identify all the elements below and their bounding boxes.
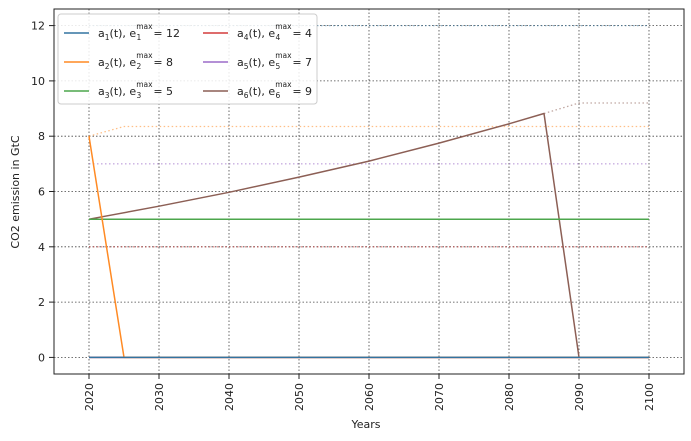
y-axis-ticks: 0 2 4 6 8 10 12 — [31, 20, 54, 364]
x-tick-label: 2080 — [503, 383, 516, 411]
legend-label-a3: a3(t), emax 3 = 5 — [98, 80, 173, 100]
y-tick-label: 10 — [31, 75, 45, 88]
x-tick-label: 2030 — [153, 383, 166, 411]
x-tick-label: 2020 — [83, 383, 96, 411]
legend: a1(t), emax 1 = 12 a2(t), emax 2 = 8 a3(t), em… — [57, 13, 318, 105]
x-tick-label: 2060 — [363, 383, 376, 411]
legend-label-a2: a2(t), emax 2 = 8 — [98, 51, 173, 71]
y-tick-label: 0 — [38, 351, 45, 364]
legend-label-a5: a5(t), emax 5 = 7 — [237, 51, 312, 71]
legend-label-a6: a6(t), emax 6 = 9 — [237, 80, 312, 100]
y-axis-label: CO2 emission in GtC — [9, 135, 22, 248]
y-tick-label: 12 — [31, 20, 45, 33]
x-tick-label: 2070 — [433, 383, 446, 411]
legend-label-a1: a1(t), emax 1 = 12 — [98, 22, 180, 42]
x-tick-label: 2090 — [573, 383, 586, 411]
x-tick-label: 2050 — [293, 383, 306, 411]
x-axis-ticks: 2020 2030 2040 2050 2060 2070 2080 2090 2100 — [83, 374, 656, 411]
max-line-a2 — [88, 125, 649, 137]
series-lines — [88, 112, 649, 359]
y-tick-label: 4 — [38, 241, 45, 254]
legend-box — [57, 13, 318, 105]
y-tick-label: 2 — [38, 296, 45, 309]
y-tick-label: 6 — [38, 186, 45, 199]
x-tick-label: 2100 — [643, 383, 656, 411]
x-tick-label: 2040 — [223, 383, 236, 411]
y-tick-label: 8 — [38, 130, 45, 143]
legend-label-a4: a4(t), emax 4 = 4 — [237, 22, 312, 42]
series-line-a6 — [88, 112, 649, 359]
x-axis-label: Years — [350, 418, 380, 431]
max-line-a6 — [543, 102, 649, 115]
